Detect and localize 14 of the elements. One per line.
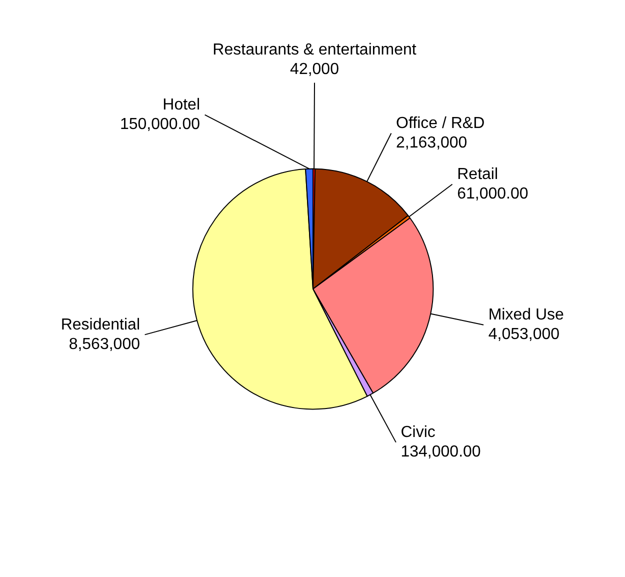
slice-label: Mixed Use [488, 306, 564, 324]
data-label: 2,163,000 [396, 134, 468, 152]
data-label: 42,000 [290, 60, 340, 78]
data-label: 150,000.00 [120, 116, 200, 134]
slice-label: Hotel [162, 96, 200, 114]
data-label: 61,000.00 [457, 186, 528, 203]
slice-label: Residential [60, 316, 140, 334]
slice-label: Retail [457, 166, 498, 183]
slice-label: Civic [400, 424, 436, 442]
slice-label: Office / R&D [396, 114, 485, 132]
data-label: 134,000.00 [400, 444, 481, 461]
data-label: 4,053,000 [488, 326, 560, 344]
slice-label: Restaurants & entertainment [212, 41, 417, 58]
data-label: 8,563,000 [68, 336, 140, 353]
